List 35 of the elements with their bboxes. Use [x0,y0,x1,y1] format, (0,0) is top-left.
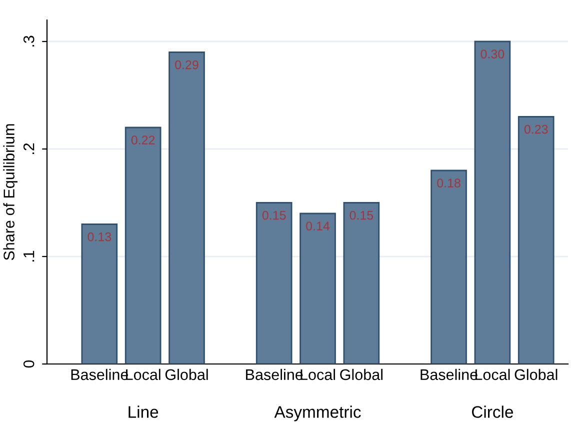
x-tick-label: Baseline [420,368,478,380]
x-tick-label: Baseline [246,368,303,380]
bar [124,126,162,364]
data-label: 0.22 [131,136,155,144]
bar [168,52,205,364]
text: Asymmetric [274,406,361,422]
y-tick-label: .3 [23,36,34,46]
data-label: 0.30 [480,50,504,58]
data-label: 0.29 [175,60,198,70]
y-tick-label: .1 [24,250,34,262]
x-tick-label: Local [475,368,510,380]
data-label: 0.23 [524,124,548,134]
data-label: 0.13 [88,232,112,242]
x-tick-label: Local [126,368,160,380]
x-tick-label: Baseline [71,368,128,380]
data-label: 0.18 [437,178,460,188]
data-label: 0.15 [350,210,374,220]
bar [256,202,292,364]
text: Line [128,406,158,418]
x-tick-label: Global [340,368,382,380]
x-tick-label: Global [514,368,558,380]
data-label: 0.14 [306,222,330,230]
y-axis-title: Share of Equilibrium [3,124,18,260]
x-tick-label: Local [300,368,336,380]
x-tick-label: Global [165,368,208,380]
bar [430,170,467,364]
y-tick-label: .2 [23,143,34,154]
bar [474,40,511,364]
bar [343,202,380,364]
data-label: 0.15 [262,210,286,220]
bar [518,116,554,364]
bar [300,212,336,364]
bar [81,224,118,364]
y-tick-label: 0 [23,360,34,368]
text: Circle [472,406,514,418]
